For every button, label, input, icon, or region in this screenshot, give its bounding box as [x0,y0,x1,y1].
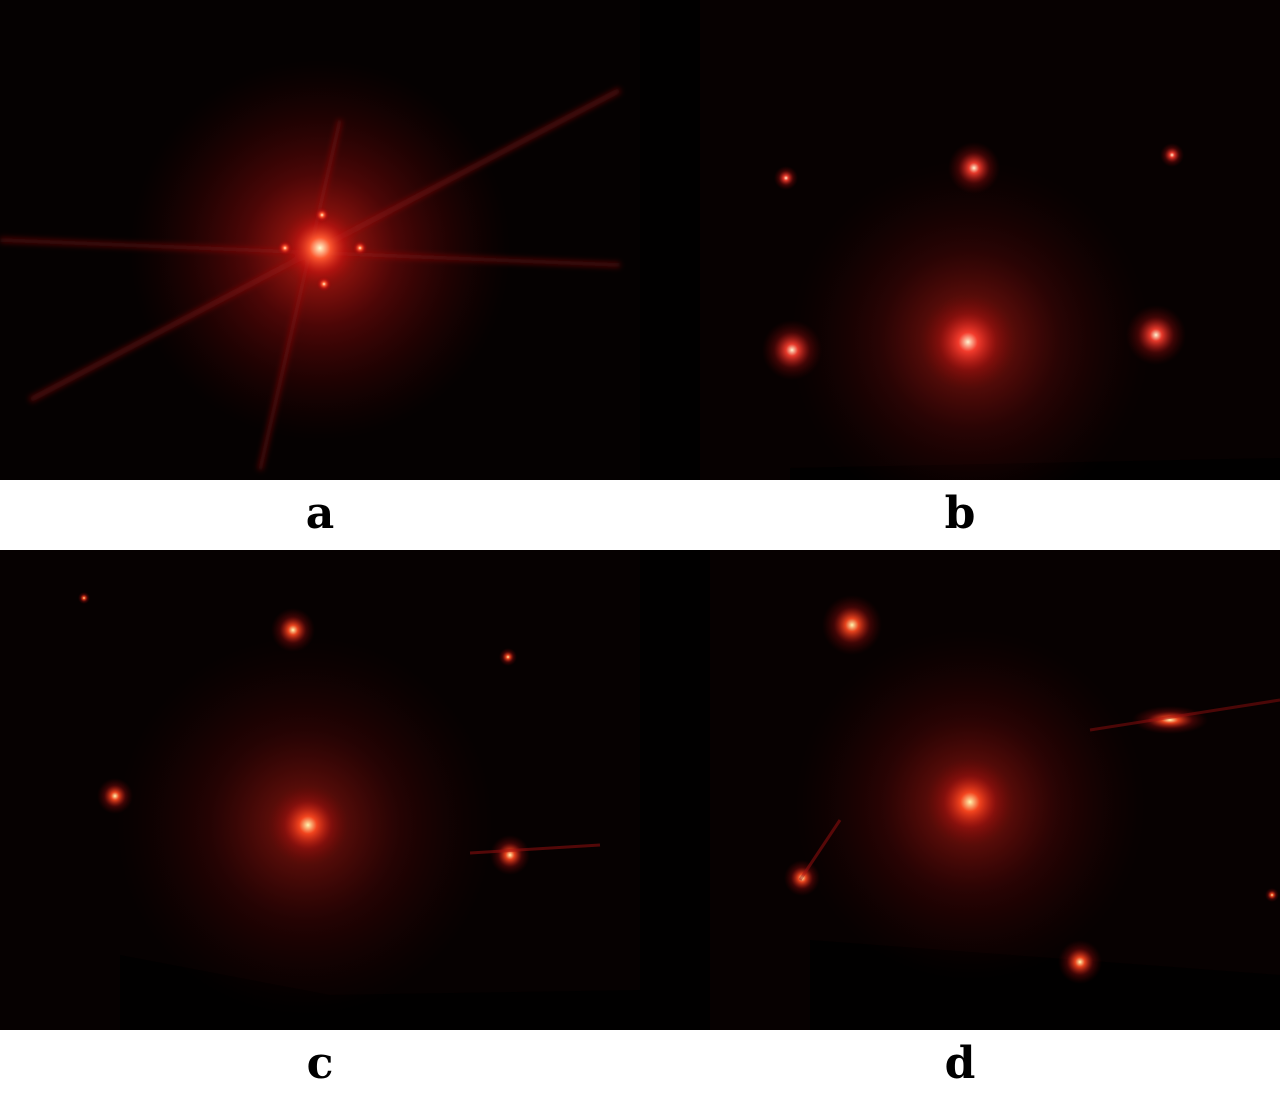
diffraction-spot [1126,305,1186,365]
diffraction-panel-c [0,550,640,1030]
diffraction-spot [1058,940,1102,984]
diffraction-spot [97,778,133,814]
panel-label-c: c [306,1038,334,1089]
diffraction-spot [822,595,882,655]
streak-line [469,843,601,855]
diffraction-spot [277,240,293,256]
streak-line [257,119,343,471]
diffraction-spot [774,166,798,190]
diffraction-spot [271,608,315,652]
diffraction-panel-a [0,0,640,480]
central-spot [920,294,1016,390]
diffraction-pattern-c [0,550,640,1030]
streak-line [798,819,842,881]
panel-label-a: a [305,488,335,539]
diffraction-spot [316,276,332,292]
diffraction-spot [1265,888,1279,902]
central-spot [926,758,1014,846]
diffraction-spot [314,207,330,223]
diffraction-spot [352,240,368,256]
diffraction-spot [490,835,530,875]
diffraction-spot [499,648,517,666]
diffraction-panel-d [640,550,1280,1030]
panel-label-d: d [944,1038,976,1089]
diffraction-pattern-a [0,0,640,480]
central-spot [278,206,362,290]
diffraction-spot [78,592,90,604]
diffraction-spot [762,320,822,380]
diffraction-spot [1132,706,1208,734]
diffraction-pattern-d [640,550,1280,1030]
central-spot [268,785,348,865]
diffraction-pattern-b [640,0,1280,480]
streak-line [1089,698,1280,732]
diffraction-panel-b [640,0,1280,480]
diffraction-spot [948,142,1000,194]
panel-label-b: b [944,488,976,539]
diffraction-spot [1160,143,1184,167]
